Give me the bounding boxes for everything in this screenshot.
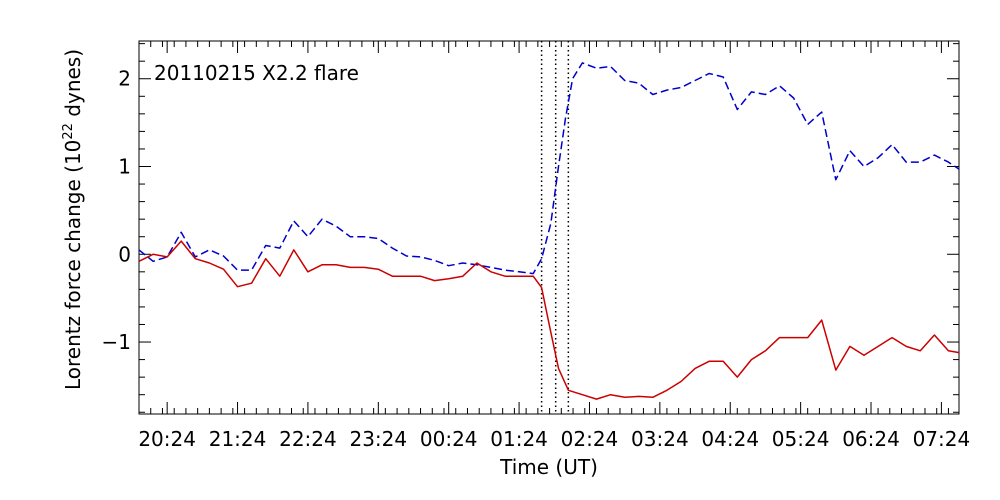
x-tick-label: 21:24	[209, 427, 267, 451]
axes: 20:24 21:24 22:24 23:24 00:24 01:24 02:24 03:24…	[102, 40, 971, 451]
x-tick-label: 20:24	[138, 427, 196, 451]
x-tick-label: 01:24	[490, 427, 548, 451]
series-line-dashed	[138, 62, 960, 275]
x-tick-label: 22:24	[279, 427, 337, 451]
x-tick-label: 06:24	[842, 427, 900, 451]
x-tick-label: 03:24	[631, 427, 689, 451]
y-axis-label-exponent: 22	[61, 123, 76, 140]
y-axis-label-suffix: dynes)	[61, 49, 85, 123]
x-tick-label: 05:24	[772, 427, 830, 451]
series-layer	[138, 62, 960, 400]
chart-annotation: 20110215 X2.2 flare	[154, 61, 359, 85]
y-axis-label: Lorentz force change (1022 dynes)	[61, 49, 85, 390]
y-tick-label: −1	[102, 330, 131, 354]
x-tick-label: 04:24	[701, 427, 759, 451]
x-tick-label: 02:24	[561, 427, 619, 451]
x-tick-label: 00:24	[420, 427, 478, 451]
series-line-solid	[138, 240, 960, 400]
y-tick-label: 0	[118, 242, 131, 266]
vertical-markers	[540, 41, 570, 414]
x-tick-label: 07:24	[913, 427, 971, 451]
x-axis-label: Time (UT)	[499, 455, 598, 479]
y-tick-label: 2	[118, 67, 131, 91]
y-axis-label-prefix: Lorentz force change (10	[61, 140, 85, 390]
x-tick-label: 23:24	[349, 427, 407, 451]
y-tick-label: 1	[118, 155, 131, 179]
labels: 20110215 X2.2 flare Time (UT) Lorentz fo…	[61, 49, 598, 479]
plot-frame	[138, 40, 960, 415]
